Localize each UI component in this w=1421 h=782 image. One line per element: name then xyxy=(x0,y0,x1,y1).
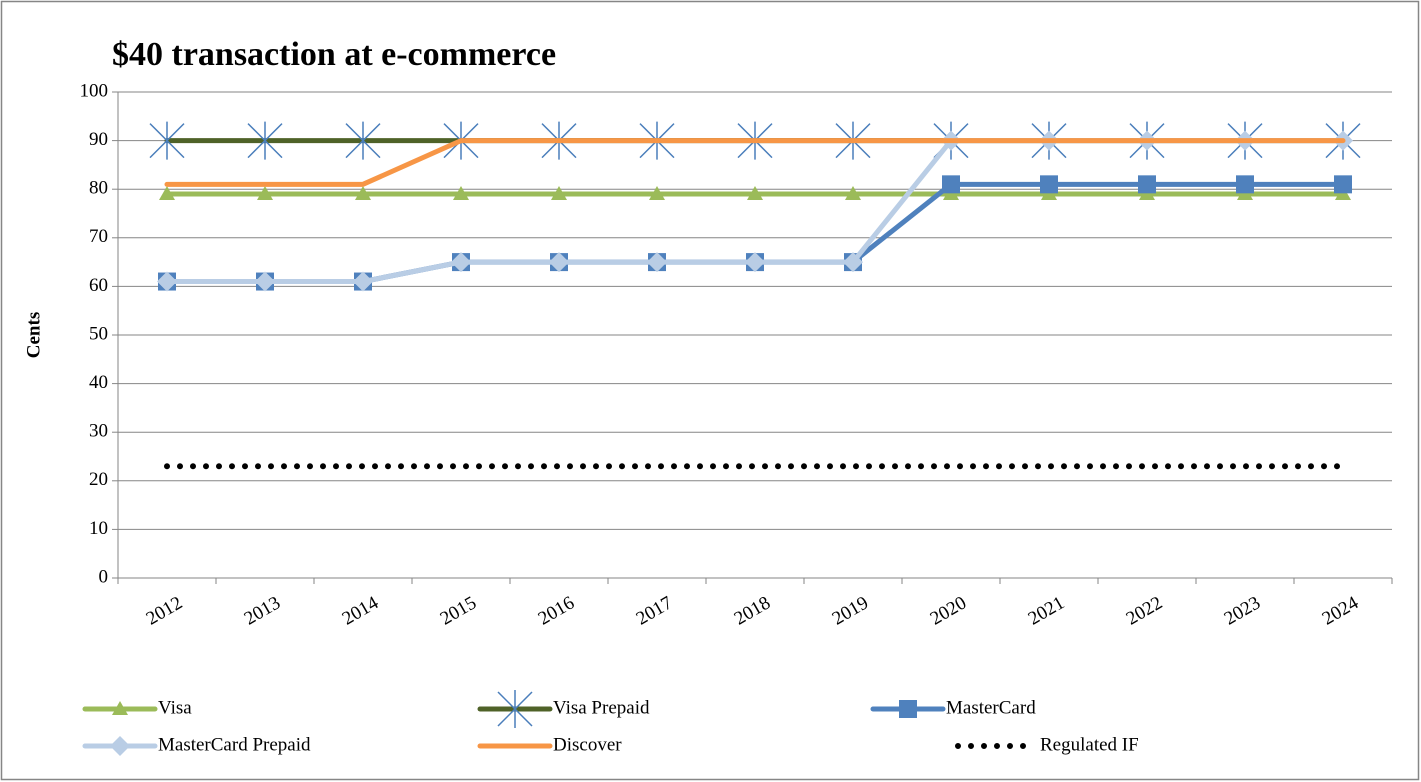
legend-item: MasterCard xyxy=(870,697,1036,718)
data-point xyxy=(451,252,471,273)
data-point xyxy=(843,252,863,273)
series-line xyxy=(164,138,1346,187)
legend-label: Visa xyxy=(158,697,192,718)
legend-item: Visa xyxy=(82,697,192,718)
y-tick-label: 90 xyxy=(89,129,108,150)
y-tick-label: 40 xyxy=(89,372,108,393)
y-axis-title: Cents xyxy=(23,312,44,358)
data-point xyxy=(159,186,175,201)
y-tick-label: 60 xyxy=(89,275,108,296)
data-point xyxy=(1138,175,1156,194)
data-point xyxy=(355,186,371,201)
data-point xyxy=(453,186,469,201)
y-tick-label: 80 xyxy=(89,178,108,199)
legend-item: Discover xyxy=(477,734,622,755)
y-tick-label: 10 xyxy=(89,518,108,539)
legend-label: MasterCard xyxy=(946,697,1036,718)
legend-marker xyxy=(899,700,917,718)
data-point xyxy=(1334,175,1352,194)
data-point xyxy=(353,271,373,292)
data-point xyxy=(649,186,665,201)
data-point xyxy=(942,175,960,194)
data-point xyxy=(247,121,283,160)
data-point xyxy=(845,186,861,201)
data-point xyxy=(551,186,567,201)
legend-marker xyxy=(112,701,128,715)
y-tick-label: 50 xyxy=(89,323,108,344)
y-tick-label: 30 xyxy=(89,421,108,442)
legend-marker xyxy=(497,690,533,728)
data-point xyxy=(549,252,569,273)
y-tick-label: 70 xyxy=(89,226,108,247)
data-point xyxy=(747,186,763,201)
legend-item: Regulated IF xyxy=(955,734,1139,755)
legend-label: MasterCard Prepaid xyxy=(158,734,311,755)
data-point xyxy=(1236,175,1254,194)
legend-label: Regulated IF xyxy=(1040,734,1139,755)
y-tick-label: 20 xyxy=(89,469,108,490)
data-point xyxy=(257,186,273,201)
legend-marker xyxy=(110,736,130,756)
data-point xyxy=(745,252,765,273)
data-point xyxy=(1040,175,1058,194)
y-tick-label: 100 xyxy=(80,80,109,101)
y-tick-label: 0 xyxy=(99,566,109,587)
legend-label: Visa Prepaid xyxy=(553,697,650,718)
data-point xyxy=(157,271,177,292)
legend-item: MasterCard Prepaid xyxy=(82,734,311,756)
data-point xyxy=(647,252,667,273)
data-point xyxy=(255,271,275,292)
legend-item: Visa Prepaid xyxy=(477,690,650,728)
legend-label: Discover xyxy=(553,734,622,755)
data-point xyxy=(345,121,381,160)
data-point xyxy=(149,121,185,160)
chart-title: $40 transaction at e-commerce xyxy=(112,36,556,73)
